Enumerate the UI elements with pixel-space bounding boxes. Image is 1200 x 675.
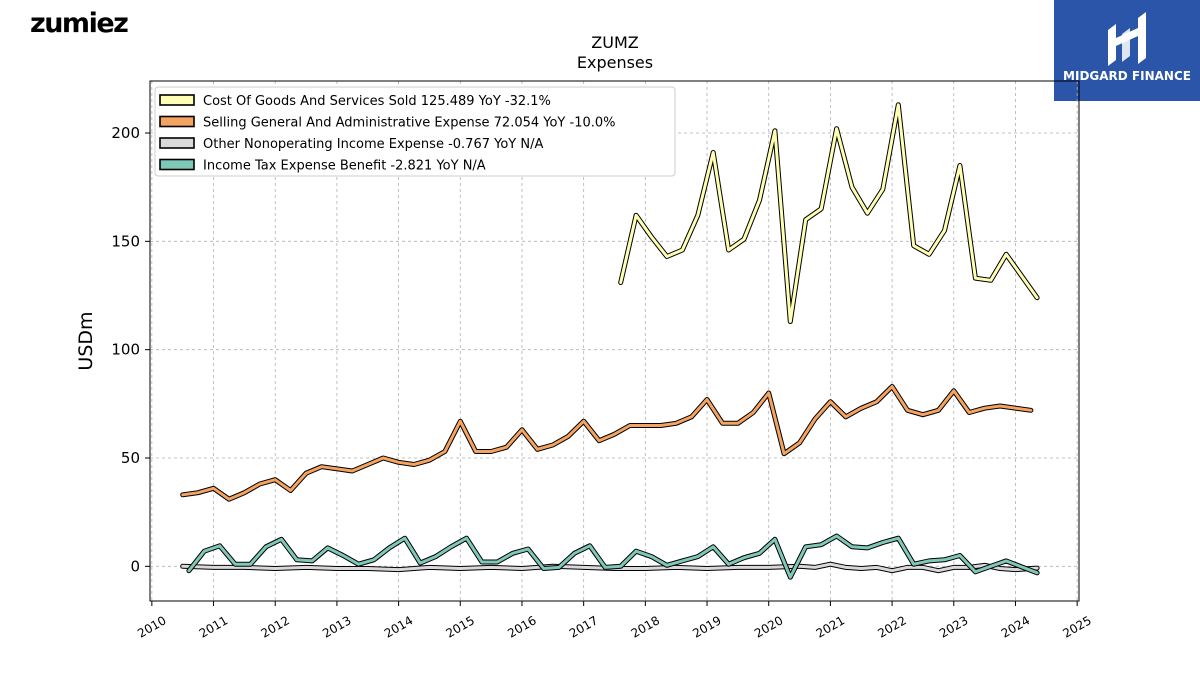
x-tick-label: 2023: [937, 613, 970, 640]
x-tick-label: 2025: [1060, 613, 1093, 640]
zumiez-logo: zumiez: [30, 8, 129, 39]
sponsor-name: MIDGARD FINANCE: [1063, 69, 1191, 83]
midgard-finance-badge: MIDGARD FINANCE: [1054, 0, 1200, 101]
tax-legend-label: Income Tax Expense Benefit -2.821 YoY N/…: [203, 159, 486, 174]
cogs-legend-label: Cost Of Goods And Services Sold 125.489 …: [203, 94, 551, 109]
x-tick-label: 2012: [258, 613, 291, 640]
x-tick-label: 2011: [197, 613, 230, 640]
x-tick-label: 2013: [320, 613, 353, 640]
other-legend-label: Other Nonoperating Income Expense -0.767…: [203, 137, 543, 152]
x-tick-label: 2021: [814, 613, 847, 640]
legend-box: [154, 86, 676, 177]
other-legend-swatch: [159, 137, 195, 149]
x-tick-label: 2018: [629, 613, 662, 640]
sga-legend-swatch: [159, 115, 195, 128]
y-tick-label: 50: [121, 449, 140, 467]
x-tick-label: 2024: [999, 613, 1032, 640]
plot-frame: [149, 80, 1080, 602]
x-tick-label: 2010: [135, 613, 168, 640]
cogs-legend-swatch: [159, 94, 195, 106]
y-tick-label: 200: [111, 124, 140, 142]
cogs-series-line: [619, 103, 1039, 323]
sga-series-line: [181, 385, 1033, 501]
x-tick-label: 2022: [875, 613, 908, 640]
x-tick-label: 2019: [690, 613, 723, 640]
y-tick-label: 100: [111, 341, 140, 359]
x-tick-label: 2017: [567, 613, 600, 640]
chart-title: ZUMZ: [591, 33, 638, 52]
legend: Cost Of Goods And Services Sold 125.489 …: [154, 86, 676, 177]
tax-legend-swatch: [159, 158, 195, 171]
cogs-series-outline: [618, 102, 1040, 324]
x-tick-label: 2020: [752, 613, 785, 640]
x-tick-label: 2016: [505, 613, 538, 640]
y-tick-label: 0: [130, 557, 140, 575]
other-series-line: [181, 562, 1039, 573]
y-axis-label: USDm: [75, 311, 97, 370]
tax-series-line: [187, 534, 1039, 579]
y-tick-label: 150: [111, 232, 140, 250]
midgard-logo-icon: [1108, 12, 1146, 66]
sga-legend-label: Selling General And Administrative Expen…: [203, 116, 616, 131]
chart-subtitle: Expenses: [577, 53, 653, 72]
x-tick-label: 2014: [382, 613, 415, 640]
x-tick-label: 2015: [444, 613, 477, 640]
